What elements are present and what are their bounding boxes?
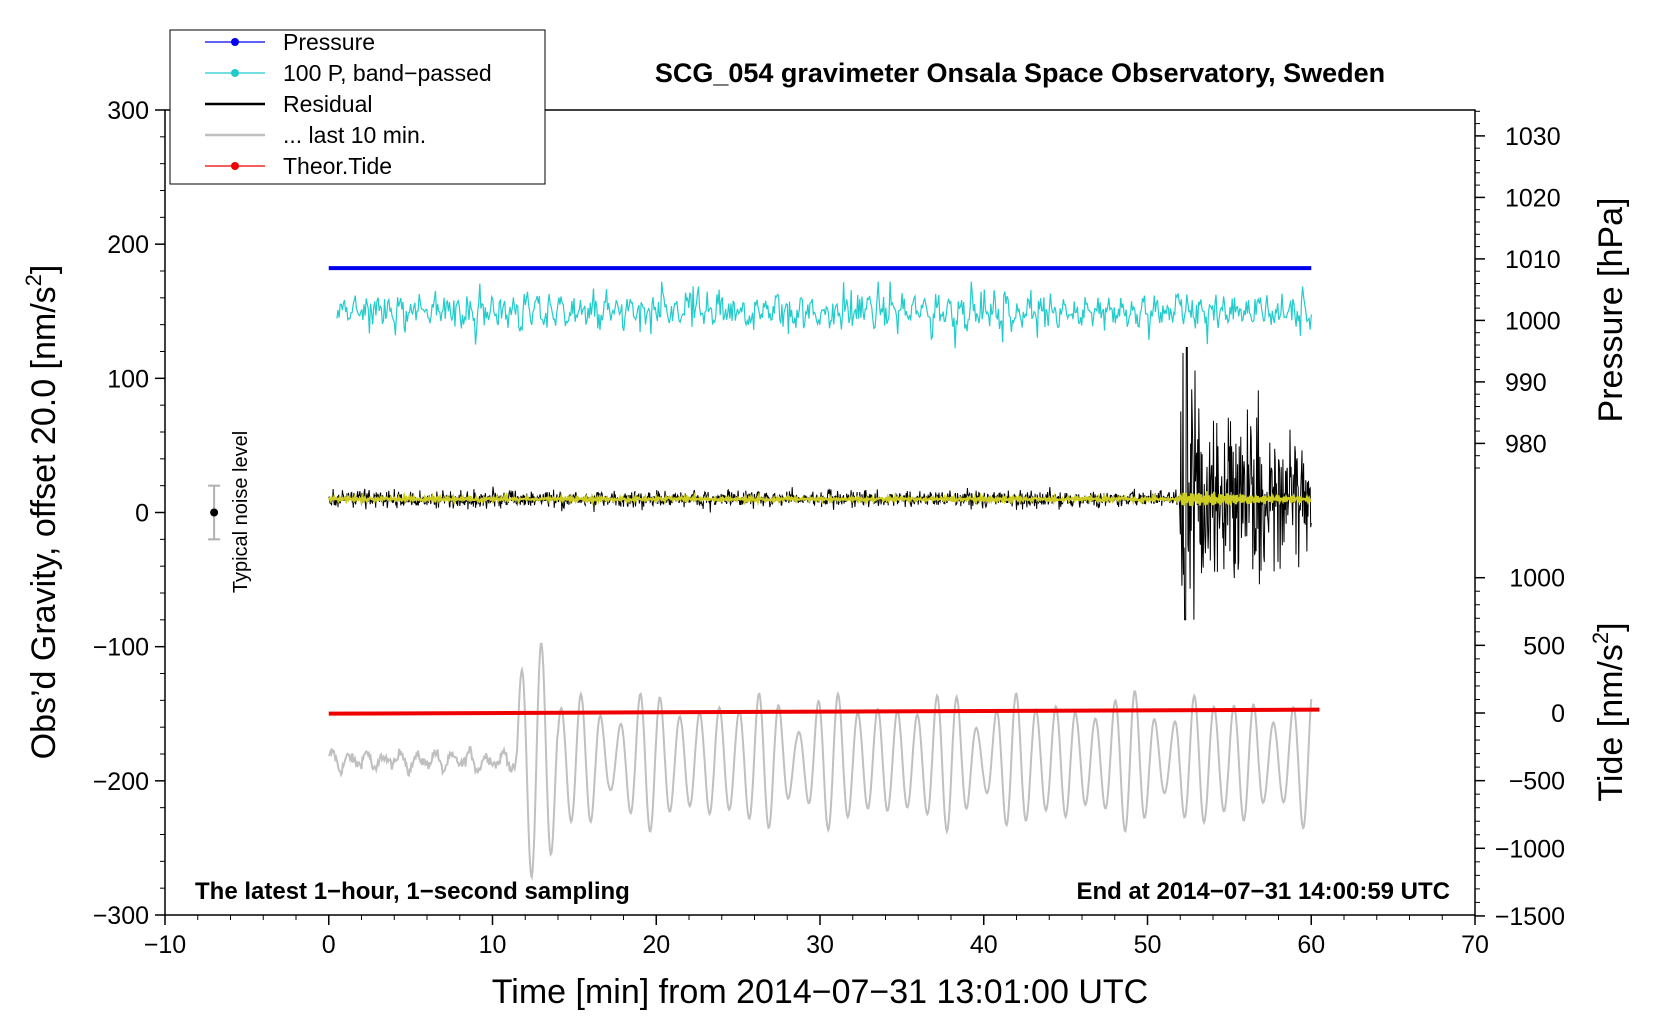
annotation-sampling: The latest 1−hour, 1−second sampling — [195, 878, 630, 905]
pressure-tick-label: 1030 — [1505, 123, 1561, 151]
series-line-residual-smoothed — [327, 491, 1312, 507]
series-line-last-10-min — [327, 642, 1313, 881]
x-tick-label: −10 — [144, 931, 186, 959]
series-line-residual — [328, 347, 1312, 621]
x-tick-label: 60 — [1297, 931, 1325, 959]
series-layer — [327, 266, 1320, 881]
y-tick-label: −200 — [93, 768, 149, 796]
annotation-end-time: End at 2014−07−31 14:00:59 UTC — [1076, 878, 1450, 905]
x-tick-label: 10 — [479, 931, 507, 959]
tide-tick-label: −1500 — [1495, 903, 1565, 931]
x-tick-label: 20 — [642, 931, 670, 959]
x-tick-label: 0 — [322, 931, 336, 959]
legend-label: Pressure — [283, 29, 375, 55]
tide-tick-label: 1000 — [1509, 565, 1565, 593]
pressure-tick-label: 1000 — [1505, 307, 1561, 335]
legend-box — [169, 29, 546, 185]
x-tick-label: 70 — [1461, 931, 1489, 959]
noise-bar-point — [210, 508, 219, 517]
y-tick-label: 200 — [107, 231, 149, 259]
tide-tick-label: −1000 — [1495, 835, 1565, 863]
x-tick-label: 40 — [970, 931, 998, 959]
tide-tick-label: 500 — [1523, 632, 1565, 660]
legend-label: Theor.Tide — [283, 153, 392, 179]
y-tick-label: 100 — [107, 365, 149, 393]
tide-tick-label: −500 — [1509, 768, 1565, 796]
series-line-band-passed — [336, 281, 1312, 349]
legend-swatch-marker — [231, 38, 239, 46]
axis-ticks: −10 0 10 20 30 40 50 60 703002001000−100−200−300… — [93, 97, 1565, 959]
pressure-tick-label: 1020 — [1505, 184, 1561, 212]
x-axis-label: Time [min] from 2014−07−31 13:01:00 UTC — [492, 973, 1148, 1011]
y-tick-label: −300 — [93, 902, 149, 930]
noise-bar — [208, 484, 221, 541]
noise-level-label: Typical noise level — [230, 431, 252, 593]
legend-label: Residual — [283, 91, 373, 117]
pressure-tick-label: 990 — [1505, 369, 1547, 397]
legend-label: ... last 10 min. — [283, 122, 426, 148]
legend-swatch-marker — [231, 162, 239, 170]
pressure-tick-label: 980 — [1505, 430, 1547, 458]
pressure-tick-label: 1010 — [1505, 246, 1561, 274]
tide-tick-label: 0 — [1551, 700, 1565, 728]
series-line-theor-tide — [328, 707, 1320, 716]
legend-label: 100 P, band−passed — [283, 60, 492, 86]
legend-swatch-marker — [231, 69, 239, 77]
legend: Pressure 100 P, band−passed Residual ... la… — [169, 29, 546, 185]
x-tick-label: 30 — [806, 931, 834, 959]
y-axis-label-left: Obs’d Gravity, offset 20.0 [nm/s2] — [21, 265, 63, 760]
x-tick-label: 50 — [1134, 931, 1162, 959]
y-axis-label-tide: Tide [nm/s2] — [1588, 622, 1630, 801]
y-tick-label: 300 — [107, 97, 149, 125]
y-axis-label-pressure: Pressure [hPa] — [1592, 198, 1630, 423]
chart-title: SCG_054 gravimeter Onsala Space Observat… — [655, 58, 1385, 88]
y-tick-label: 0 — [135, 500, 149, 528]
y-tick-label: −100 — [93, 634, 149, 662]
